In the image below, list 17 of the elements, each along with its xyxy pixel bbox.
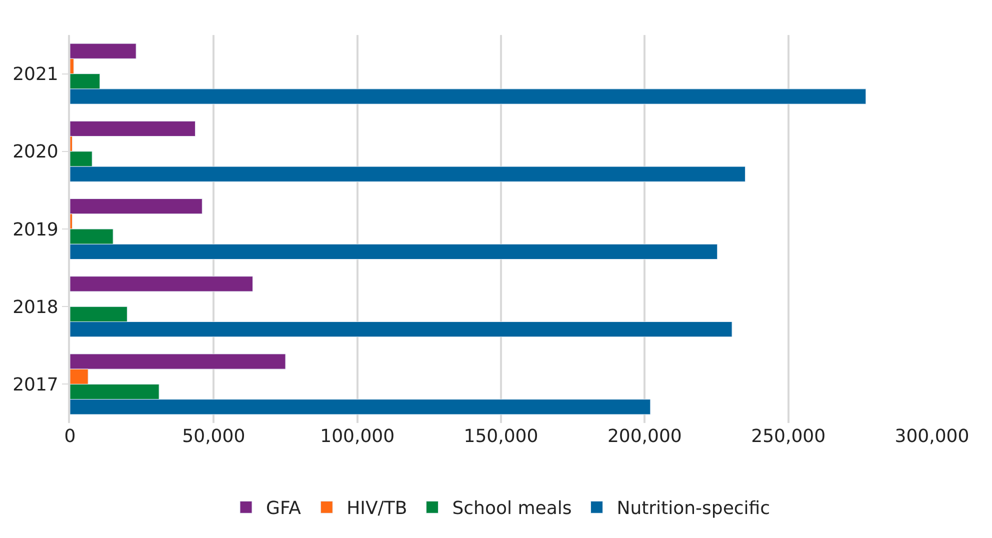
x-tick-label: 200,000 <box>607 426 682 447</box>
x-tick-label: 150,000 <box>464 426 538 447</box>
y-tick-label: 2018 <box>12 296 58 318</box>
bar <box>70 276 253 292</box>
legend-label: GFA <box>266 498 302 520</box>
y-tick-label: 2019 <box>12 219 58 240</box>
x-tick-label: 250,000 <box>751 426 826 447</box>
y-tick-label: 2017 <box>12 374 58 396</box>
x-tick-label: 50,000 <box>182 426 246 447</box>
x-tick-label: 0 <box>64 426 76 447</box>
x-tick-label: 300,000 <box>894 426 970 447</box>
y-tick-label: 2020 <box>12 142 58 163</box>
legend-label: Nutrition-specific <box>616 498 770 520</box>
legend-label: HIV/TB <box>346 498 408 520</box>
x-tick-label: 100,000 <box>320 426 395 447</box>
legend-label: School meals <box>452 498 572 520</box>
y-tick-label: 2021 <box>12 64 58 86</box>
